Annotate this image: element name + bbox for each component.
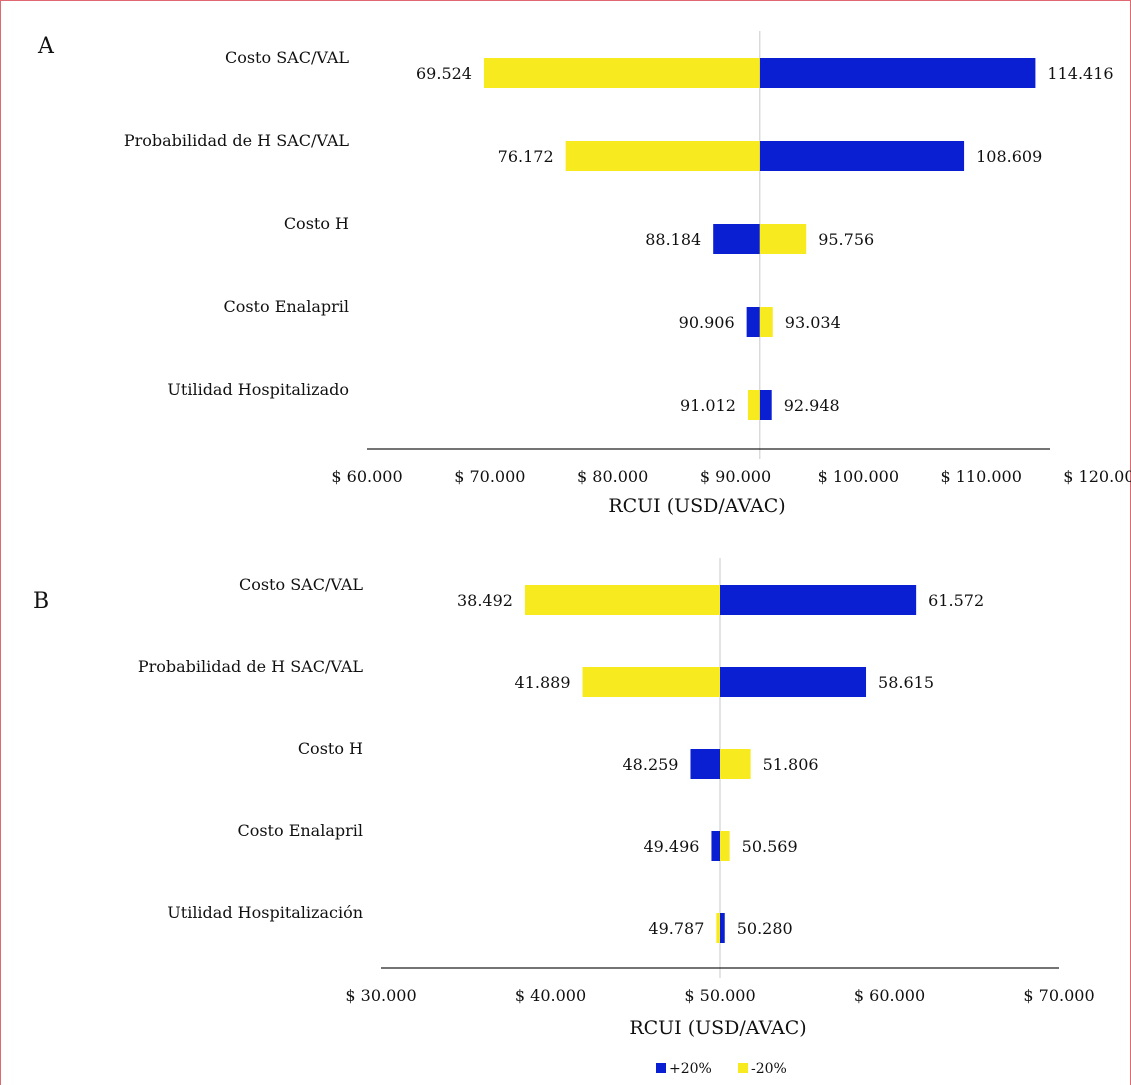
category-label: Costo H [298,739,363,758]
data-label: 58.615 [878,673,934,692]
panel-letter: B [33,589,49,614]
bar-plus-20 [720,585,917,615]
bar-minus-20 [747,390,760,420]
data-label: 49.496 [643,837,699,856]
bar-plus-20 [759,58,1036,88]
data-label: 76.172 [498,147,554,166]
category-label: Costo Enalapril [223,297,349,316]
data-label: 91.012 [680,396,736,415]
data-label: 93.034 [785,313,841,332]
data-label: 108.609 [976,147,1042,166]
category-label: Costo Enalapril [237,821,363,840]
legend-swatch-plus-20 [656,1063,666,1073]
chart-panel-a: A Costo SAC/VAL 114.416 69.524 Probabilidad … [37,31,1131,517]
category-label: Probabilidad de H SAC/VAL [124,131,350,150]
x-tick-label: $ 50.000 [684,986,755,1005]
data-label: 41.889 [515,673,571,692]
x-tick-label: $ 60.000 [331,467,402,486]
bar-minus-20 [759,307,773,337]
bar-plus-20 [759,141,965,171]
x-axis-title: RCUI (USD/AVAC) [629,1017,806,1039]
data-label: 114.416 [1047,64,1113,83]
category-label: Utilidad Hospitalizado [167,380,349,399]
x-tick-label: $ 40.000 [515,986,586,1005]
x-axis-title: RCUI (USD/AVAC) [608,495,785,517]
bar-plus-20 [720,913,725,943]
data-label: 49.787 [648,919,704,938]
bar-minus-20 [720,749,751,779]
bar-minus-20 [582,667,720,697]
category-label: Utilidad Hospitalización [167,903,363,922]
bar-minus-20 [759,224,807,254]
x-tick-label: $ 70.000 [1023,986,1094,1005]
bar-minus-20 [483,58,760,88]
x-tick-label: $ 100.000 [818,467,899,486]
data-label: 61.572 [928,591,984,610]
bar-minus-20 [565,141,760,171]
x-tick-label: $ 80.000 [577,467,648,486]
bar-plus-20 [690,749,720,779]
legend: +20% -20% [656,1061,787,1077]
data-label: 48.259 [623,755,679,774]
legend-label-plus-20: +20% [669,1061,712,1077]
data-label: 51.806 [763,755,819,774]
bar-plus-20 [711,831,720,861]
bar-plus-20 [746,307,760,337]
chart-panel-b: B Costo SAC/VAL 61.572 38.492 Probabilidad d… [33,558,1095,1039]
x-tick-label: $ 120.000 [1063,467,1131,486]
x-tick-label: $ 90.000 [700,467,771,486]
x-tick-label: $ 60.000 [854,986,925,1005]
bar-minus-20 [716,913,720,943]
bar-plus-20 [759,390,772,420]
data-label: 50.280 [737,919,793,938]
category-label: Probabilidad de H SAC/VAL [138,657,364,676]
data-label: 50.569 [742,837,798,856]
bar-plus-20 [720,667,867,697]
panel-letter: A [37,34,55,59]
bar-minus-20 [524,585,720,615]
bar-plus-20 [713,224,760,254]
data-label: 88.184 [645,230,701,249]
data-label: 69.524 [416,64,472,83]
category-label: Costo H [284,214,349,233]
x-tick-label: $ 70.000 [454,467,525,486]
x-tick-label: $ 110.000 [940,467,1021,486]
data-label: 95.756 [818,230,874,249]
category-label: Costo SAC/VAL [239,575,363,594]
bar-minus-20 [720,831,730,861]
legend-swatch-minus-20 [738,1063,748,1073]
data-label: 38.492 [457,591,513,610]
data-label: 92.948 [784,396,840,415]
data-label: 90.906 [679,313,735,332]
legend-label-minus-20: -20% [751,1061,787,1077]
x-tick-label: $ 30.000 [345,986,416,1005]
category-label: Costo SAC/VAL [225,48,349,67]
